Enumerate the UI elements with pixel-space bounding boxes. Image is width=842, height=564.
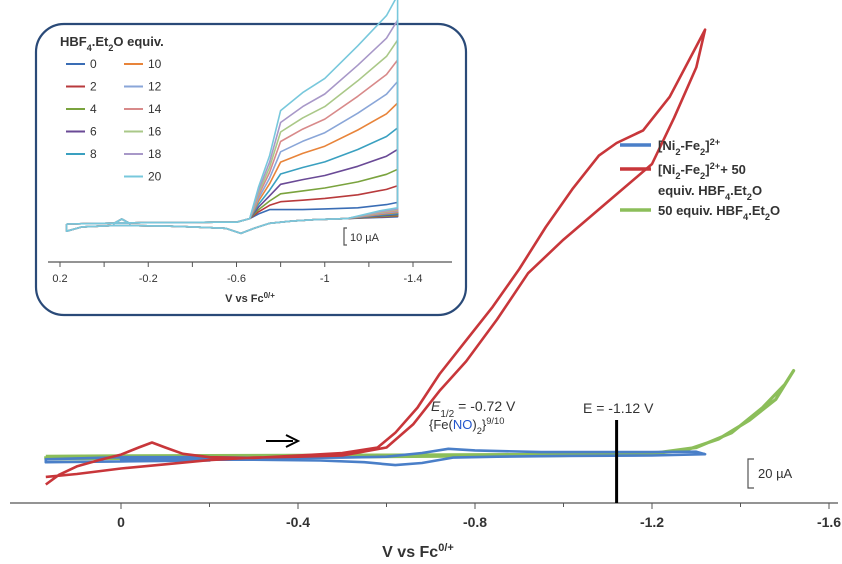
main-series-line: [45, 28, 707, 486]
inset-legend-label: 8: [90, 147, 97, 161]
legend-entry: 50 equiv. HBF4.Et2O: [658, 203, 780, 222]
main-series-line: [44, 447, 707, 467]
inset-legend-label: 6: [90, 125, 97, 139]
inset-frame: [34, 22, 468, 317]
main-scale-bar-label: 20 µA: [758, 466, 793, 481]
main-legend: [Ni2-Fe2]2+ [Ni2-Fe2]2++ 50 equiv. HBF4.Et…: [620, 137, 780, 222]
legend-entry: [Ni2-Fe2]2+: [658, 137, 721, 157]
main-x-tick-label: -1.2: [640, 514, 664, 530]
main-series: [44, 28, 796, 486]
inset-title: HBF4.Et2O equiv.: [60, 34, 164, 53]
main-x-ticks: 0 -0.4 -0.8 -1.2 -1.6: [117, 503, 841, 530]
e-marker-label: E = -1.12 V: [583, 400, 654, 416]
inset-legend-label: 18: [148, 147, 162, 161]
inset-series: [65, 0, 399, 235]
main-x-tick-label: -0.4: [286, 514, 310, 530]
main-x-tick-label: 0: [117, 514, 125, 530]
sweep-direction-arrow-icon: [266, 434, 301, 448]
inset-x-tick-label: -0.6: [227, 273, 246, 285]
inset-x-tick-label: 0.2: [52, 273, 67, 285]
e-half-label: E1/2 = -0.72 V: [431, 398, 516, 420]
fe-no-label: {Fe(NO)2}9/10: [429, 416, 504, 436]
inset-x-tick-label: -0.2: [139, 273, 158, 285]
inset-legend-label: 14: [148, 102, 162, 116]
inset-legend-label: 4: [90, 102, 97, 116]
inset-x-tick-label: -1: [320, 273, 330, 285]
inset-scale-bar: [343, 227, 347, 246]
inset-x-ticks: 0.2 -0.2 -0.6 -1 -1.4: [52, 262, 422, 285]
inset-legend-label: 2: [90, 80, 97, 94]
inset-legend: 0 2 4 6 8 10 12 14 16 18 20: [66, 57, 162, 184]
inset-legend-label: 0: [90, 57, 97, 71]
inset-series-line: [65, 0, 399, 235]
inset-legend-label: 20: [148, 170, 162, 184]
legend-entry: [Ni2-Fe2]2++ 50: [658, 161, 746, 181]
legend-entry: equiv. HBF4.Et2O: [658, 183, 762, 202]
main-x-tick-label: -1.6: [817, 514, 841, 530]
main-x-tick-label: -0.8: [463, 514, 487, 530]
inset-x-tick-label: -1.4: [404, 273, 423, 285]
inset-x-axis-label: V vs Fc0/+: [225, 291, 275, 306]
inset-legend-label: 12: [148, 80, 162, 94]
main-x-axis-label: V vs Fc0/+: [382, 542, 454, 561]
inset-legend-label: 10: [148, 57, 162, 71]
inset-scale-bar-label: 10 µA: [350, 232, 380, 244]
main-scale-bar: [747, 458, 754, 489]
inset-legend-label: 16: [148, 125, 162, 139]
